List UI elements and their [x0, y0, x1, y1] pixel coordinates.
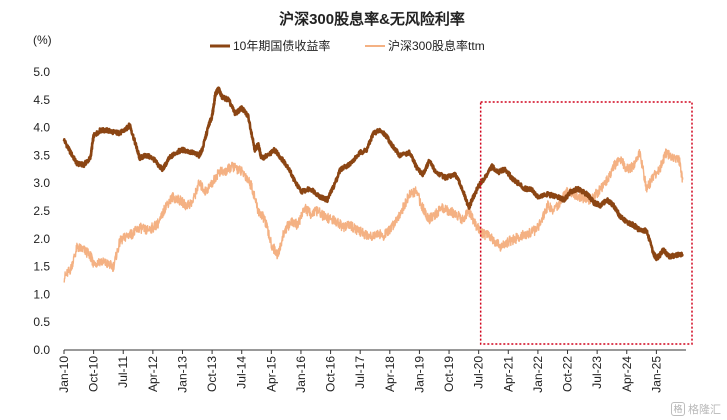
y-tick-label: 2.5 — [33, 204, 50, 218]
y-axis-unit-label: (%) — [33, 33, 52, 47]
x-tick-label: Jul-14 — [235, 356, 249, 389]
x-tick-label: Jan-19 — [412, 356, 426, 393]
legend: 10年期国债收益率 沪深300股息率ttm — [210, 38, 485, 53]
y-tick-label: 1.0 — [33, 287, 50, 301]
y-tick-label: 2.0 — [33, 232, 50, 246]
y-tick-label: 1.5 — [33, 260, 50, 274]
y-tick-label: 0.0 — [33, 343, 50, 357]
x-axis-ticks: Jan-10 Oct-10 Jul-11 Apr-12 Jan-13 Oct-13 Jul-… — [57, 350, 663, 393]
series-line-bond-yield — [62, 86, 684, 262]
x-tick-label: Jul-23 — [590, 356, 604, 389]
x-tick-label: Jan-22 — [531, 356, 545, 393]
y-tick-label: 4.0 — [33, 121, 50, 135]
watermark-text: 格隆汇 — [688, 404, 721, 416]
y-tick-label: 4.5 — [33, 93, 50, 107]
x-tick-label: Jan-10 — [57, 356, 71, 393]
watermark-logo-icon: 格 — [671, 402, 685, 416]
x-tick-label: Oct-16 — [324, 356, 338, 392]
x-tick-label: Jan-25 — [649, 356, 663, 393]
x-tick-label: Jul-20 — [472, 356, 486, 389]
x-tick-label: Oct-10 — [87, 356, 101, 392]
x-tick-label: Oct-19 — [442, 356, 456, 392]
y-axis-ticks: 5.0 4.5 4.0 3.5 3.0 2.5 2.0 1.5 1.0 0.5 0.0 — [33, 65, 50, 357]
x-tick-label: Jan-16 — [294, 356, 308, 393]
y-tick-label: 0.5 — [33, 315, 50, 329]
x-tick-label: Jan-13 — [175, 356, 189, 393]
x-tick-label: Apr-24 — [620, 356, 634, 392]
x-tick-label: Oct-13 — [205, 356, 219, 392]
y-tick-label: 3.5 — [33, 148, 50, 162]
chart-title: 沪深300股息率&无风险利率 — [279, 10, 465, 28]
legend-label-dividend-yield: 沪深300股息率ttm — [388, 38, 485, 53]
x-tick-label: Apr-18 — [383, 356, 397, 392]
watermark: 格 格隆汇 — [671, 401, 721, 417]
x-tick-label: Apr-15 — [264, 356, 278, 392]
x-tick-label: Jul-11 — [116, 356, 130, 388]
series-layer — [62, 86, 684, 283]
highlight-box — [479, 101, 693, 345]
legend-label-bond-yield: 10年期国债收益率 — [233, 38, 330, 53]
x-tick-label: Apr-12 — [146, 356, 160, 392]
y-tick-label: 5.0 — [33, 65, 50, 79]
x-tick-label: Jul-17 — [353, 356, 367, 389]
y-tick-label: 3.0 — [33, 176, 50, 190]
x-tick-label: Oct-22 — [561, 356, 575, 392]
series-line-dividend-yield — [63, 148, 684, 283]
x-tick-label: Apr-21 — [501, 356, 515, 392]
